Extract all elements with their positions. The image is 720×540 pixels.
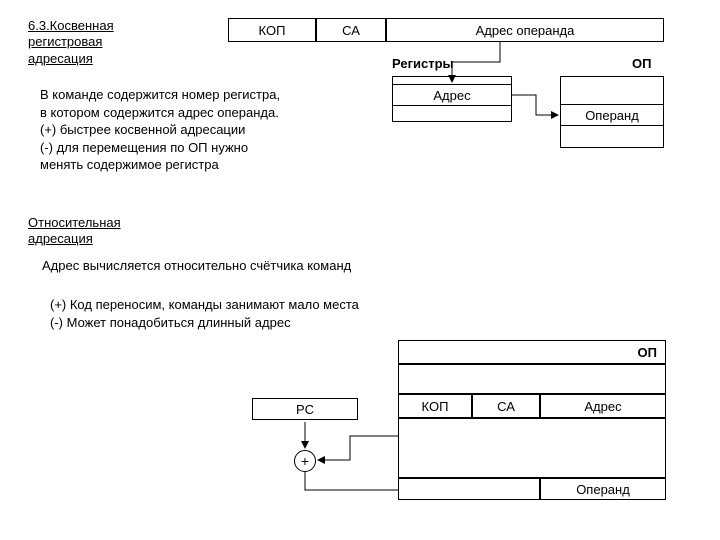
desc2-line: (+) Код переносим, команды занимают мало… xyxy=(50,296,359,314)
box-addr-operand-top: Адрес операнда xyxy=(386,18,664,42)
desc1-line: (+) быстрее косвенной адресации xyxy=(40,121,280,139)
op-lower-area xyxy=(398,418,666,478)
desc2-line: (-) Может понадобиться длинный адрес xyxy=(50,314,359,332)
op-operand-cell-bottom: Операнд xyxy=(540,478,666,500)
adder-icon: + xyxy=(294,450,316,472)
desc1-line: менять содержимое регистра xyxy=(40,156,280,174)
box-sa-bottom: СА xyxy=(472,394,540,418)
box-address-bottom: Адрес xyxy=(540,394,666,418)
op-operand-cell-top: Операнд xyxy=(560,104,664,126)
box-pc: PC xyxy=(252,398,358,420)
box-kop-bottom: КОП xyxy=(398,394,472,418)
desc1-line: (-) для перемещения по ОП нужно xyxy=(40,139,280,157)
desc1: В команде содержится номер регистра, в к… xyxy=(40,86,280,174)
box-kop-top: КОП xyxy=(228,18,316,42)
section-title-relative: Относительная адресация xyxy=(28,215,148,248)
op-row-spacer xyxy=(398,364,666,394)
register-address-cell: Адрес xyxy=(392,84,512,106)
section-title-indirect: 6.3.Косвенная регистровая адресация xyxy=(28,18,138,67)
label-op-top: ОП xyxy=(632,56,651,71)
desc1-line: в котором содержится адрес операнда. xyxy=(40,104,280,122)
desc2-line1: Адрес вычисляется относительно счётчика … xyxy=(42,258,351,273)
op-header-bottom: ОП xyxy=(398,340,666,364)
desc2-pros-cons: (+) Код переносим, команды занимают мало… xyxy=(50,296,359,331)
box-sa-top: СА xyxy=(316,18,386,42)
label-registers: Регистры xyxy=(392,56,454,71)
desc1-line: В команде содержится номер регистра, xyxy=(40,86,280,104)
op-operand-left-pad xyxy=(398,478,540,500)
